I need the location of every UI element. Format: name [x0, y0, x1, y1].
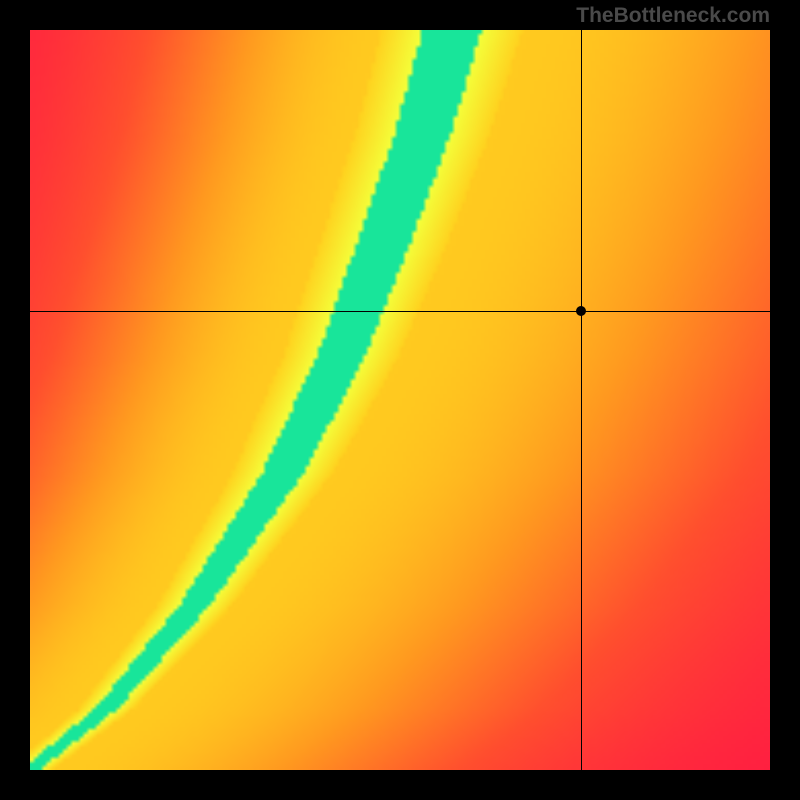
crosshair-horizontal: [30, 311, 770, 312]
crosshair-vertical: [581, 30, 582, 770]
heatmap-canvas: [30, 30, 770, 770]
plot-area: [30, 30, 770, 770]
crosshair-marker: [576, 306, 586, 316]
watermark-text: TheBottleneck.com: [576, 4, 770, 28]
